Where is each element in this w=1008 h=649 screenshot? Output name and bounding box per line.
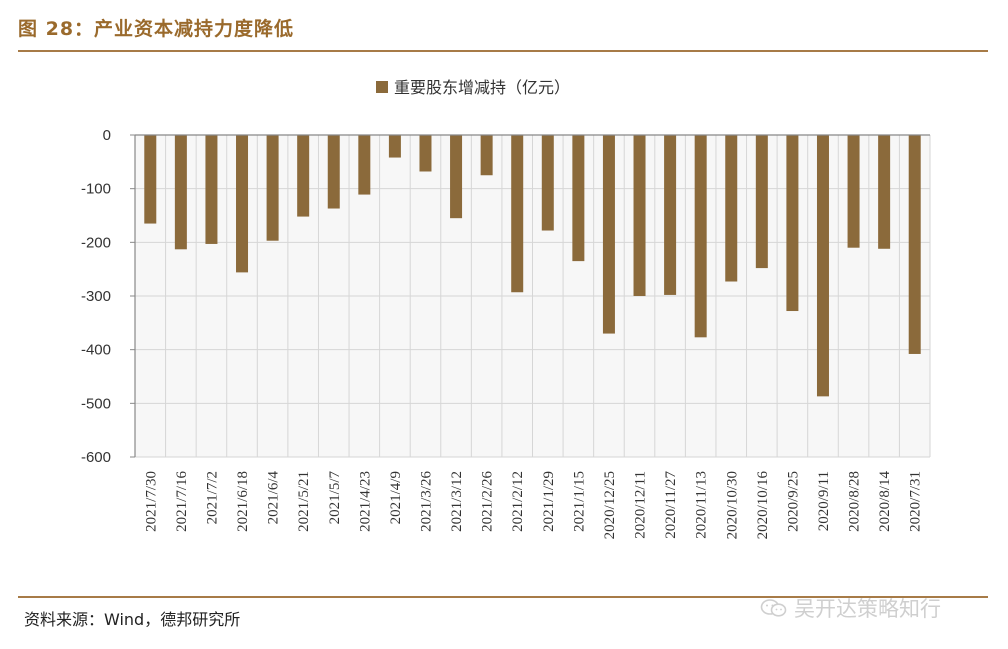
top-divider <box>18 50 988 52</box>
bar <box>236 135 249 273</box>
x-tick-label: 2020/12/11 <box>633 471 649 539</box>
x-tick-label: 2020/9/25 <box>785 471 801 532</box>
bar <box>266 135 279 241</box>
bar <box>633 135 646 296</box>
y-tick-label: -100 <box>81 181 111 198</box>
bar <box>174 135 187 250</box>
bar <box>388 135 401 158</box>
x-tick-label: 2021/2/12 <box>510 471 526 532</box>
x-tick-label: 2021/7/30 <box>143 471 159 532</box>
bar <box>908 135 921 354</box>
figure-title: 图 28：产业资本减持力度降低 <box>18 18 295 40</box>
source-note: 资料来源：Wind，德邦研究所 <box>24 610 241 629</box>
bar <box>541 135 554 231</box>
bar-chart: 重要股东增减持（亿元） 0 -100 -200 -300 -400 -500 -600 2021… <box>81 78 931 540</box>
x-tick-label: 2020/7/31 <box>908 471 924 532</box>
bar <box>847 135 860 248</box>
bar <box>786 135 799 312</box>
x-tick-label: 2021/5/21 <box>296 471 312 532</box>
bar <box>694 135 707 338</box>
x-tick-label: 2021/3/26 <box>418 471 434 532</box>
y-tick-label: -300 <box>81 288 111 305</box>
x-tick-label: 2021/5/7 <box>327 471 343 525</box>
x-tick-label: 2021/1/15 <box>571 471 587 532</box>
bar <box>511 135 524 293</box>
bar <box>327 135 340 209</box>
x-tick-label: 2020/10/30 <box>724 471 740 539</box>
x-tick-label: 2020/12/25 <box>602 471 618 539</box>
bar <box>205 135 218 244</box>
bar <box>602 135 615 334</box>
x-tick-label: 2020/8/28 <box>847 471 863 532</box>
y-tick-label: -200 <box>81 234 111 251</box>
x-tick-label: 2020/8/14 <box>877 471 893 532</box>
x-tick-label: 2020/11/13 <box>694 471 710 539</box>
x-tick-label: 2021/7/2 <box>204 471 220 524</box>
watermark-text: 吴开达策略知行 <box>794 597 941 621</box>
y-tick-label: -400 <box>81 342 111 359</box>
wechat-icon <box>760 599 787 617</box>
x-tick-label: 2021/3/12 <box>449 471 465 532</box>
bar <box>572 135 585 262</box>
bar <box>816 135 829 397</box>
y-tick-label: 0 <box>103 127 111 144</box>
x-tick-label: 2021/6/18 <box>235 471 251 532</box>
legend-label: 重要股东增减持（亿元） <box>394 78 570 97</box>
bar <box>878 135 891 249</box>
bar <box>664 135 677 295</box>
bar <box>480 135 493 176</box>
bar <box>755 135 768 269</box>
bar <box>144 135 157 224</box>
y-tick-label: -500 <box>81 395 111 412</box>
bar <box>450 135 463 219</box>
x-tick-label: 2021/4/23 <box>357 471 373 532</box>
watermark: 吴开达策略知行 <box>760 594 941 622</box>
x-tick-label: 2021/1/29 <box>541 471 557 532</box>
x-tick-label: 2021/6/4 <box>266 471 282 525</box>
bar <box>725 135 738 282</box>
x-tick-label: 2021/2/26 <box>480 471 496 532</box>
bar <box>297 135 310 217</box>
bar <box>358 135 371 195</box>
bottom-divider <box>18 596 988 598</box>
x-tick-label: 2020/11/27 <box>663 471 679 539</box>
x-tick-label: 2021/4/9 <box>388 471 404 524</box>
legend-swatch <box>376 81 388 93</box>
x-tick-label: 2020/10/16 <box>755 471 771 540</box>
bar <box>419 135 432 172</box>
x-tick-label: 2021/7/16 <box>174 471 190 532</box>
y-tick-label: -600 <box>81 449 111 466</box>
x-tick-label: 2020/9/11 <box>816 471 832 531</box>
